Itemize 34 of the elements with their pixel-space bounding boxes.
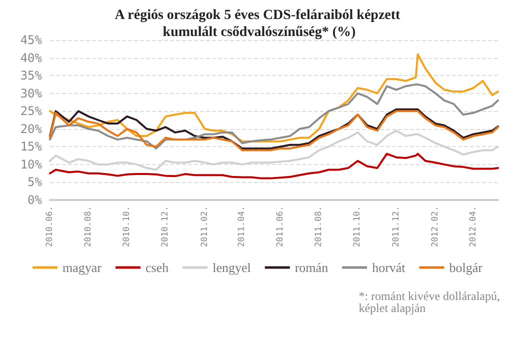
y-tick-label: 25% — [20, 104, 43, 118]
text: *: románt kivéve dolláralapú, képlet alapján — [358, 289, 504, 315]
y-tick-label: 0% — [28, 193, 43, 207]
legend-label: lengyel — [212, 260, 252, 275]
x-tick-label: 2010.08. — [84, 206, 94, 247]
legend-label: cseh — [145, 260, 170, 275]
x-tick-label: 2010.06. — [45, 206, 55, 247]
line-series — [49, 53, 499, 142]
x-tick-label: 2011.02. — [200, 206, 210, 247]
x-tick-label: 2012.02. — [430, 206, 440, 247]
x-tick-label: 2011.12. — [391, 206, 402, 247]
y-tick-label: 15% — [20, 140, 43, 154]
x-tick-label: 2011.10. — [352, 206, 363, 247]
y-tick-label: 20% — [20, 122, 43, 136]
legend-label: bolgár — [449, 260, 484, 275]
x-tick-label: 2012.04. — [468, 206, 478, 247]
x-tick-label: 2010.12. — [160, 206, 171, 247]
y-tick-label: 5% — [28, 175, 43, 190]
y-tick-label: 30% — [20, 86, 43, 100]
x-tick-label: 2011.04. — [237, 206, 248, 247]
x-tick-label: 2010.10. — [122, 206, 132, 247]
y-tick-label: 40% — [20, 50, 43, 65]
legend-label: román — [294, 260, 329, 275]
x-tick-label: 2011.08. — [314, 206, 324, 247]
x-tick-label: 2011.06. — [276, 206, 286, 247]
y-tick-label: 35% — [20, 68, 43, 83]
y-tick-label: 10% — [20, 157, 43, 172]
legend-label: magyar — [62, 260, 102, 275]
line-series — [49, 152, 499, 180]
chart-title: A régiós országok 5 éves CDS-feláraiból képzett kumulált csődvalószínűség* (%) — [114, 8, 401, 40]
y-tick-label: 45% — [20, 33, 43, 47]
line-series — [49, 130, 499, 171]
line-series — [49, 83, 499, 150]
legend-label: horvát — [372, 260, 406, 275]
